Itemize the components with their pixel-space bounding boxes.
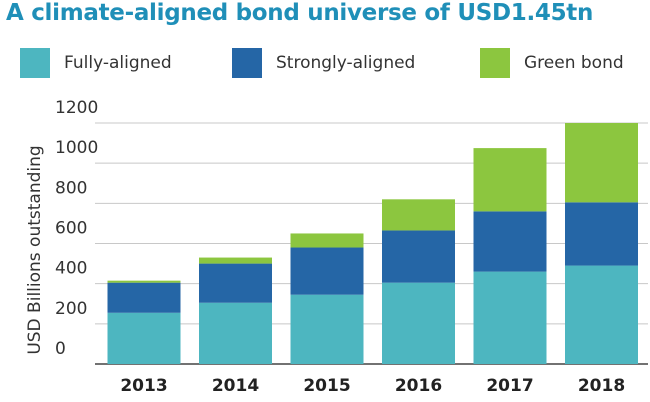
legend-item-strongly-aligned: Strongly-aligned: [232, 48, 415, 78]
bar-2017-green-bond: [473, 148, 547, 212]
y-tick-label-0: 0: [55, 339, 66, 359]
bar-2015-green-bond: [290, 233, 364, 248]
y-tick-label-200: 200: [55, 299, 87, 319]
bar-2016-fully-aligned: [382, 282, 455, 364]
bar-2017-fully-aligned: [473, 271, 547, 364]
legend-label-strongly-aligned: Strongly-aligned: [276, 53, 416, 73]
x-tick-label-2013: 2013: [120, 376, 167, 396]
legend-label-fully-aligned: Fully-aligned: [64, 53, 172, 73]
chart-title: A climate-aligned bond universe of USD1.…: [6, 0, 594, 26]
bar-2013-green-bond: [107, 280, 181, 283]
x-tick-label-2017: 2017: [486, 376, 533, 396]
bar-2015-fully-aligned: [290, 294, 364, 364]
bar-2013-fully-aligned: [107, 312, 181, 364]
bar-2017-strongly-aligned: [473, 211, 547, 272]
y-tick-label-400: 400: [55, 259, 87, 279]
bar-2016-strongly-aligned: [382, 230, 455, 283]
legend-swatch-strongly-aligned: [232, 48, 262, 78]
bar-2015-strongly-aligned: [290, 247, 364, 295]
legend-swatch-green-bond: [480, 48, 510, 78]
x-tick-label-2015: 2015: [303, 376, 350, 396]
gridlines: [95, 122, 648, 365]
x-tick-label-2018: 2018: [578, 376, 625, 396]
legend-label-green-bond: Green bond: [524, 53, 624, 73]
bar-2014-green-bond: [199, 257, 272, 264]
legend-swatch-fully-aligned: [20, 48, 50, 78]
y-tick-label-1200: 1200: [55, 98, 98, 118]
x-tick-label-2016: 2016: [395, 376, 442, 396]
legend-item-green-bond: Green bond: [480, 48, 624, 78]
y-tick-labels: 0 200 400 600 800 1000 1200: [55, 98, 98, 359]
bar-2014-fully-aligned: [199, 302, 272, 364]
bars: [107, 123, 638, 364]
bar-2014-strongly-aligned: [199, 263, 272, 303]
y-tick-label-1000: 1000: [55, 138, 98, 158]
bar-2018-strongly-aligned: [565, 202, 638, 266]
y-axis-title: USD Billions outstanding: [25, 145, 45, 354]
y-tick-label-600: 600: [55, 219, 87, 239]
bar-2016-green-bond: [382, 199, 455, 231]
bar-2018-green-bond: [565, 123, 638, 203]
bar-2018-fully-aligned: [565, 265, 638, 364]
legend-item-fully-aligned: Fully-aligned: [20, 48, 172, 78]
x-tick-labels: 2013 2014 2015 2016 2017 2018: [120, 376, 625, 396]
bar-2013-strongly-aligned: [107, 282, 181, 313]
y-tick-label-800: 800: [55, 178, 87, 198]
x-tick-label-2014: 2014: [212, 376, 259, 396]
